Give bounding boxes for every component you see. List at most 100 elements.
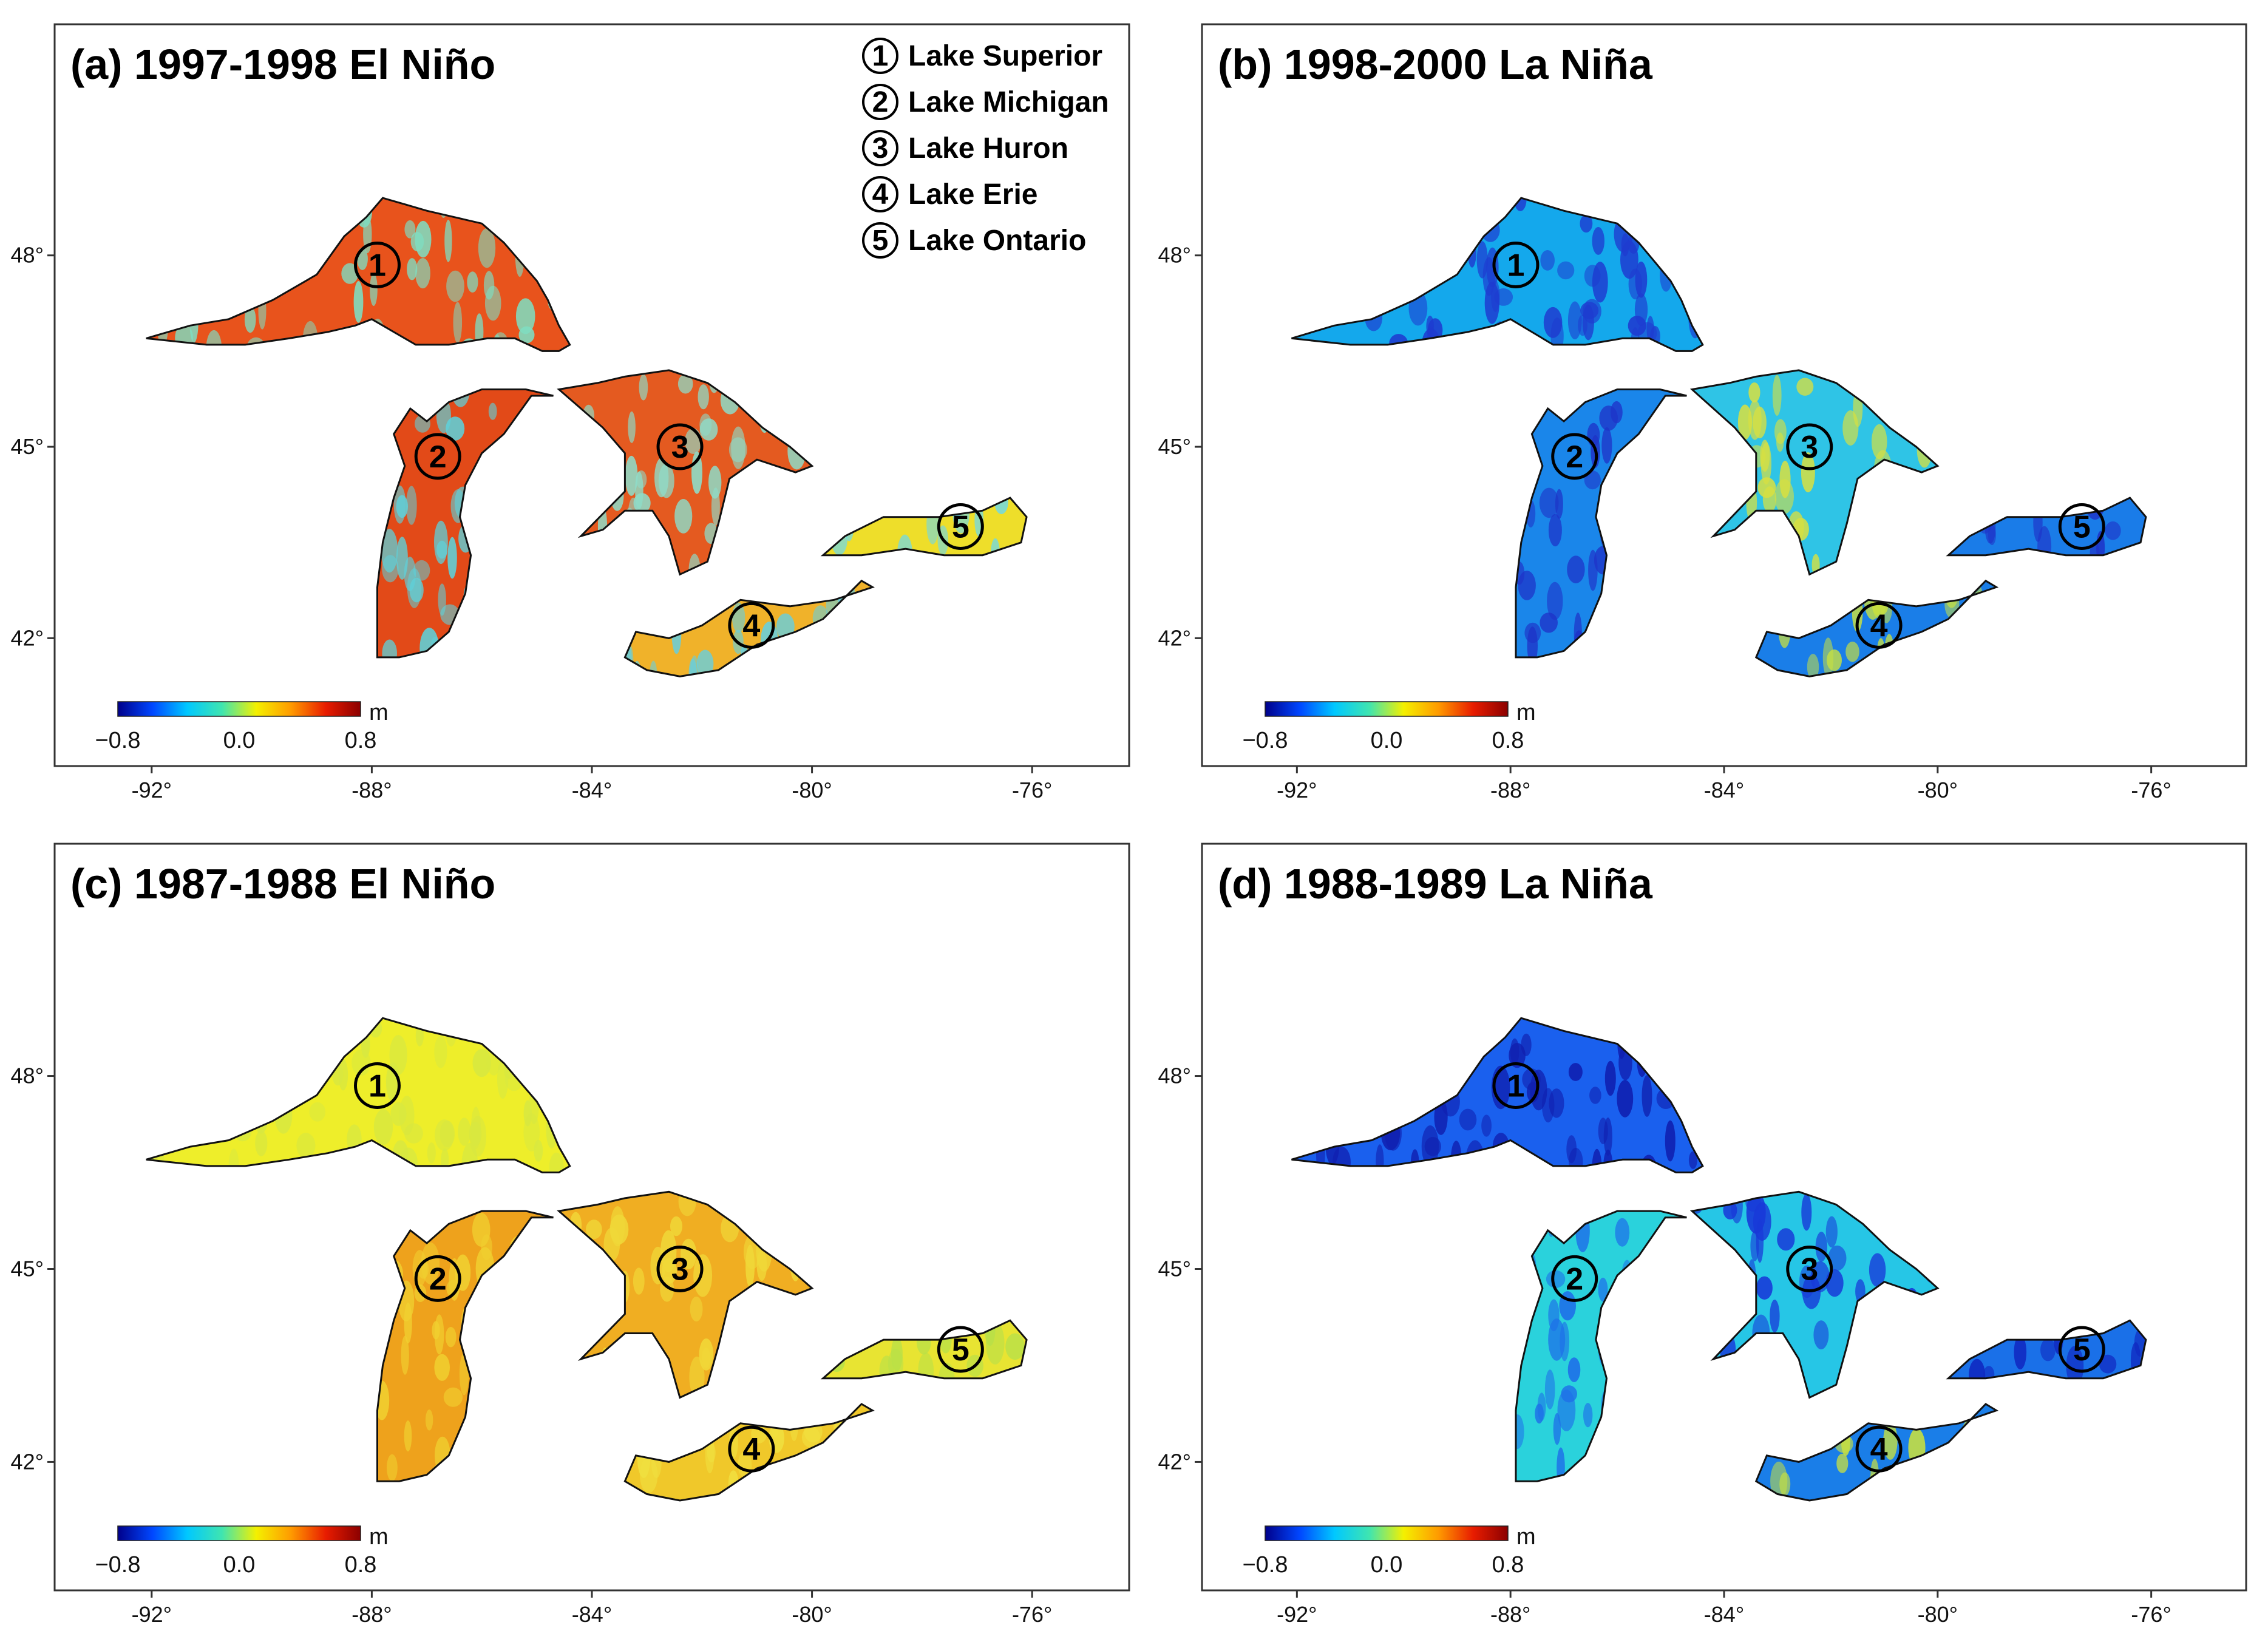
x-tick-label: -92° [132, 778, 172, 802]
x-tick-label: -76° [2131, 1602, 2171, 1627]
x-tick-label: -84° [1704, 778, 1744, 802]
x-tick-label: -84° [572, 778, 612, 802]
x-tick-label: -92° [132, 1602, 172, 1627]
lake-number-circle [1551, 433, 1598, 480]
colorbar-unit: m [369, 1524, 389, 1550]
lake-number-circle [414, 1255, 461, 1302]
y-tick-label: 48° [11, 243, 44, 268]
colorbar [117, 1525, 361, 1541]
lake-number: 4 [1870, 1432, 1888, 1467]
lake-number-circle [937, 503, 984, 550]
lake-number-circle [353, 1062, 401, 1109]
lake-number-circle [1786, 423, 1833, 470]
lake-erie [625, 580, 873, 677]
lake-number: 2 [429, 1261, 447, 1297]
colorbar-unit: m [1516, 700, 1536, 725]
lake-number-circle [1492, 241, 1540, 288]
legend-lake-name: Lake Michigan [908, 86, 1109, 118]
lake-number: 3 [671, 430, 689, 465]
lake-number-circle [728, 602, 775, 649]
lake-number: 1 [1507, 1068, 1525, 1104]
legend-lake-name: Lake Superior [908, 40, 1102, 72]
x-tick-label: -76° [2131, 778, 2171, 802]
lake-number-circle [1551, 1255, 1598, 1302]
lake-number: 4 [1870, 608, 1888, 643]
colorbar-tick-label: 0.8 [1492, 728, 1524, 753]
panel-title: (d) 1988-1989 La Niña [1218, 860, 1653, 907]
lake-number: 3 [1801, 430, 1818, 465]
lake-number: 2 [429, 439, 447, 475]
lake-number: 5 [952, 509, 969, 544]
y-tick-label: 45° [1158, 1256, 1191, 1281]
colorbar [1265, 1525, 1509, 1541]
x-tick-label: -88° [351, 778, 392, 802]
lake-number: 3 [1801, 1252, 1818, 1287]
y-tick-label: 48° [11, 1063, 44, 1088]
y-tick-label: 42° [1158, 1449, 1191, 1474]
x-tick-label: -88° [351, 1602, 392, 1627]
legend-number: 1 [872, 40, 889, 72]
colorbar [1265, 701, 1509, 717]
legend-number-circle [862, 176, 898, 212]
x-tick-label: -80° [792, 1602, 832, 1627]
lake-number: 2 [1566, 1261, 1583, 1297]
lake-number: 4 [742, 1432, 760, 1467]
x-tick-label: -80° [792, 778, 832, 802]
lake-number: 1 [368, 248, 386, 283]
x-tick-label: -80° [1918, 1602, 1958, 1627]
lake-number-circle [1492, 1062, 1540, 1109]
lake-number: 5 [2073, 1332, 2091, 1368]
legend-number: 3 [872, 132, 889, 164]
legend-number-circle [862, 38, 898, 74]
y-tick-label: 45° [11, 1256, 44, 1281]
x-tick-label: -88° [1490, 778, 1530, 802]
lake-number: 3 [671, 1252, 689, 1287]
map-panel-b: (b) 1998-2000 La Niña 1 2 3 4 5 -92° -88° -84° -8… [1158, 23, 2247, 802]
panel-title: (a) 1997-1998 El Niño [70, 41, 495, 88]
lake-number-circle [414, 433, 461, 480]
legend-number: 5 [872, 225, 889, 257]
lake-number-circle [1855, 602, 1903, 649]
lake-number-circle [1855, 1425, 1903, 1473]
lake-number-circle [728, 1425, 775, 1473]
lake-number: 5 [2073, 509, 2091, 544]
colorbar-tick-label: 0.8 [345, 1552, 377, 1578]
colorbar-tick-label: 0.0 [1371, 1552, 1403, 1578]
y-tick-label: 42° [1158, 625, 1191, 650]
x-tick-label: -76° [1012, 778, 1052, 802]
map-panel-d: (d) 1988-1989 La Niña 1 2 3 4 5 -92° -88° -84° -8… [1158, 843, 2247, 1627]
x-tick-label: -80° [1918, 778, 1958, 802]
panel-title: (c) 1987-1988 El Niño [70, 860, 495, 907]
colorbar-tick-label: 0.0 [223, 1552, 256, 1578]
lake-number-circle [656, 1245, 704, 1292]
legend-number-circle [862, 84, 898, 120]
x-tick-label: -84° [1704, 1602, 1744, 1627]
legend-number: 2 [872, 86, 889, 118]
panel-title: (b) 1998-2000 La Niña [1218, 41, 1653, 88]
lake-number: 4 [742, 608, 760, 643]
y-tick-label: 45° [1158, 434, 1191, 459]
y-tick-label: 48° [1158, 1063, 1191, 1088]
map-panel-c: (c) 1987-1988 El Niño 1 2 3 4 5 -92° -88° -84° -8… [11, 843, 1130, 1627]
legend-number-circle [862, 130, 898, 166]
x-tick-label: -92° [1277, 1602, 1317, 1627]
colorbar-tick-label: 0.0 [223, 728, 256, 753]
x-tick-label: -88° [1490, 1602, 1530, 1627]
y-tick-label: 42° [11, 625, 44, 650]
colorbar-tick-label: −0.8 [95, 728, 140, 753]
lake-huron [559, 370, 812, 575]
colorbar-unit: m [369, 700, 389, 725]
lake-number-circle [2058, 503, 2105, 550]
colorbar-unit: m [1516, 1524, 1536, 1550]
y-tick-label: 48° [1158, 243, 1191, 268]
lake-number-circle [353, 241, 401, 288]
colorbar [117, 701, 361, 717]
colorbar-tick-label: −0.8 [1242, 728, 1288, 753]
lake-erie [1756, 580, 1997, 677]
x-tick-label: -92° [1277, 778, 1317, 802]
colorbar-tick-label: 0.8 [1492, 1552, 1524, 1578]
lake-number: 1 [1507, 248, 1525, 283]
lake-erie [1756, 1404, 1997, 1501]
colorbar-tick-label: 0.0 [1371, 728, 1403, 753]
